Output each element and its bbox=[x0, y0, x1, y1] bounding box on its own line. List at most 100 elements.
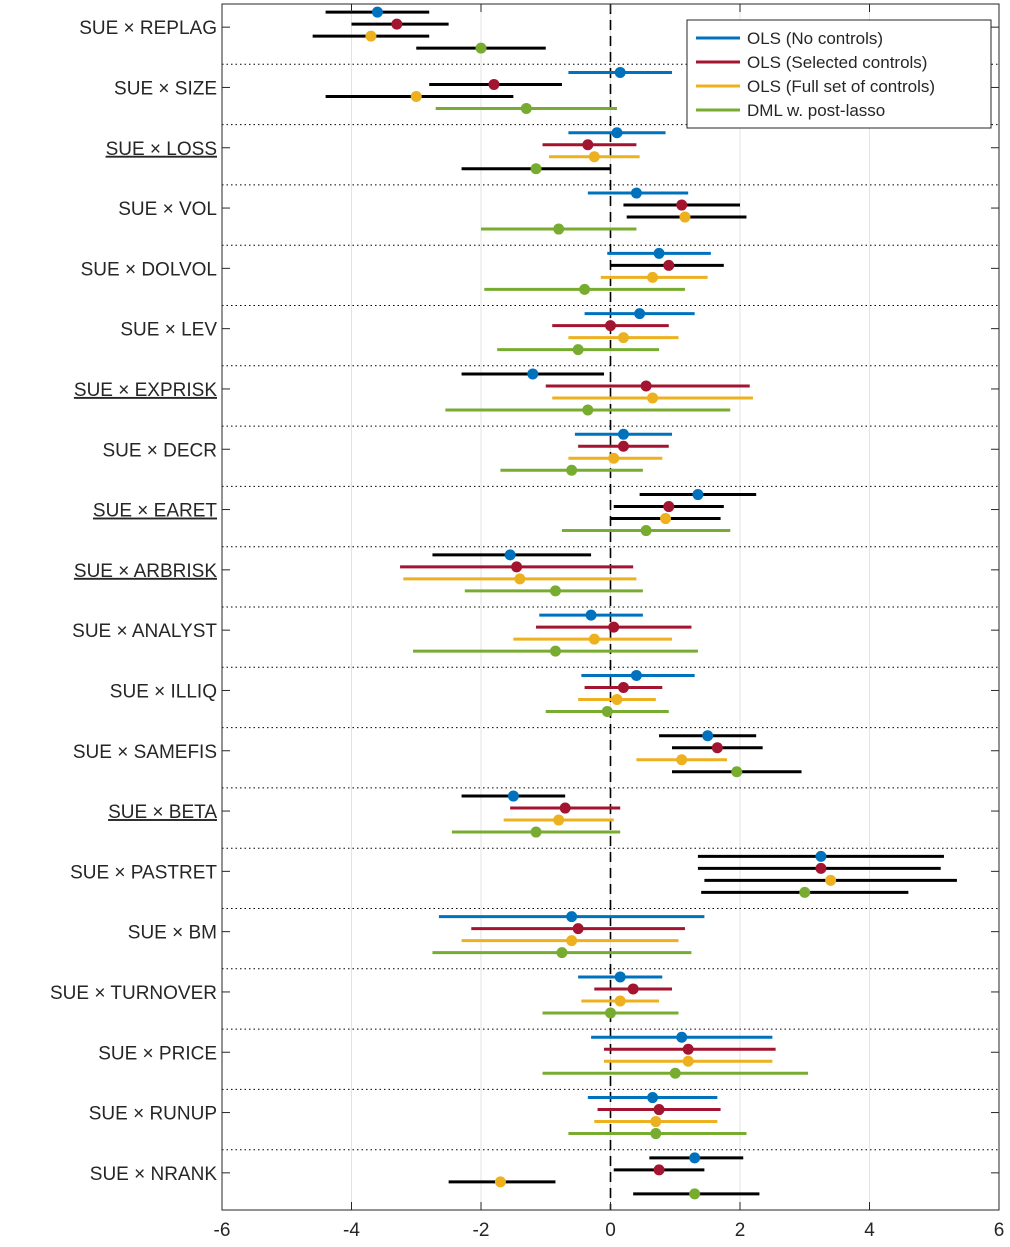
point-estimate bbox=[527, 368, 538, 379]
y-category-label: SUE × BETA bbox=[108, 802, 217, 823]
point-estimate bbox=[634, 308, 645, 319]
y-category-label: SUE × LEV bbox=[120, 320, 217, 341]
x-tick-label: -4 bbox=[343, 1220, 360, 1241]
legend: OLS (No controls) OLS (Selected controls)… bbox=[687, 20, 991, 128]
point-estimate bbox=[582, 404, 593, 415]
point-estimate bbox=[676, 1032, 687, 1043]
legend-label: OLS (Full set of controls) bbox=[747, 77, 935, 96]
point-estimate bbox=[615, 971, 626, 982]
point-estimate bbox=[689, 1152, 700, 1163]
point-estimate bbox=[692, 489, 703, 500]
point-estimate bbox=[650, 1128, 661, 1139]
point-estimate bbox=[505, 549, 516, 560]
x-tick-label: 4 bbox=[864, 1220, 875, 1241]
point-estimate bbox=[531, 827, 542, 838]
point-estimate bbox=[683, 1056, 694, 1067]
x-tick-label: 0 bbox=[605, 1220, 616, 1241]
point-estimate bbox=[663, 501, 674, 512]
point-estimate bbox=[654, 1164, 665, 1175]
point-estimate bbox=[628, 983, 639, 994]
point-estimate bbox=[586, 610, 597, 621]
point-estimate bbox=[611, 127, 622, 138]
point-estimate bbox=[511, 561, 522, 572]
y-category-label: SUE × SAMEFIS bbox=[73, 742, 217, 763]
point-estimate bbox=[618, 429, 629, 440]
point-estimate bbox=[608, 622, 619, 633]
point-estimate bbox=[553, 224, 564, 235]
y-category-label: SUE × EXPRISK bbox=[74, 380, 217, 401]
point-estimate bbox=[618, 441, 629, 452]
point-estimate bbox=[476, 43, 487, 54]
point-estimate bbox=[372, 7, 383, 18]
point-estimate bbox=[488, 79, 499, 90]
point-estimate bbox=[676, 754, 687, 765]
point-estimate bbox=[605, 1007, 616, 1018]
point-estimate bbox=[618, 332, 629, 343]
x-tick-label: 2 bbox=[735, 1220, 746, 1241]
legend-label: OLS (No controls) bbox=[747, 29, 883, 48]
y-axis-labels: SUE × REPLAG SUE × SIZE SUE × LOSS SUE × VO… bbox=[50, 18, 217, 1185]
point-estimate bbox=[641, 380, 652, 391]
y-category-label: SUE × DECR bbox=[102, 440, 217, 461]
point-estimate bbox=[521, 103, 532, 114]
point-estimate bbox=[508, 791, 519, 802]
y-category-label: SUE × VOL bbox=[118, 199, 217, 220]
point-estimate bbox=[602, 706, 613, 717]
legend-label: DML w. post-lasso bbox=[747, 101, 885, 120]
y-category-label: SUE × DOLVOL bbox=[81, 259, 217, 280]
point-estimate bbox=[566, 911, 577, 922]
point-estimate bbox=[615, 67, 626, 78]
point-estimate bbox=[731, 766, 742, 777]
point-estimate bbox=[589, 634, 600, 645]
point-estimate bbox=[660, 513, 671, 524]
point-estimate bbox=[654, 248, 665, 259]
point-estimate bbox=[647, 1092, 658, 1103]
point-estimate bbox=[799, 887, 810, 898]
point-estimate bbox=[550, 585, 561, 596]
point-estimate bbox=[550, 646, 561, 657]
point-estimate bbox=[560, 803, 571, 814]
y-category-label: SUE × REPLAG bbox=[79, 18, 217, 39]
point-estimate bbox=[650, 1116, 661, 1127]
point-estimate bbox=[631, 188, 642, 199]
y-category-label: SUE × SIZE bbox=[114, 78, 217, 99]
point-estimate bbox=[514, 573, 525, 584]
x-axis-tick-labels: -6 -4 -2 0 2 4 6 bbox=[214, 1220, 1005, 1241]
point-estimate bbox=[815, 863, 826, 874]
point-estimate bbox=[815, 851, 826, 862]
y-category-label: SUE × PRICE bbox=[98, 1043, 217, 1064]
point-estimate bbox=[553, 815, 564, 826]
y-category-label: SUE × EARET bbox=[93, 501, 217, 522]
point-estimate bbox=[589, 151, 600, 162]
point-estimate bbox=[391, 19, 402, 30]
y-category-label: SUE × BM bbox=[128, 923, 217, 944]
x-tick-label: 6 bbox=[994, 1220, 1005, 1241]
point-estimate bbox=[712, 742, 723, 753]
point-estimate bbox=[647, 272, 658, 283]
point-estimate bbox=[618, 682, 629, 693]
y-category-label: SUE × LOSS bbox=[106, 139, 217, 160]
y-category-label: SUE × RUNUP bbox=[89, 1104, 217, 1125]
y-category-label: SUE × NRANK bbox=[90, 1164, 218, 1185]
point-estimate bbox=[679, 212, 690, 223]
x-tick-label: -2 bbox=[473, 1220, 490, 1241]
point-estimate bbox=[676, 200, 687, 211]
y-category-label: SUE × PASTRET bbox=[70, 862, 217, 883]
point-estimate bbox=[365, 31, 376, 42]
y-category-label: SUE × ILLIQ bbox=[110, 681, 217, 702]
y-category-label: SUE × ARBRISK bbox=[74, 561, 217, 582]
legend-label: OLS (Selected controls) bbox=[747, 53, 927, 72]
point-estimate bbox=[556, 947, 567, 958]
point-estimate bbox=[495, 1176, 506, 1187]
point-estimate bbox=[566, 935, 577, 946]
point-estimate bbox=[531, 163, 542, 174]
point-estimate bbox=[608, 453, 619, 464]
x-tick-label: -6 bbox=[214, 1220, 231, 1241]
point-estimate bbox=[641, 525, 652, 536]
point-estimate bbox=[647, 392, 658, 403]
point-estimate bbox=[702, 730, 713, 741]
y-category-label: SUE × ANALYST bbox=[72, 621, 217, 642]
point-estimate bbox=[582, 139, 593, 150]
point-estimate bbox=[683, 1044, 694, 1055]
